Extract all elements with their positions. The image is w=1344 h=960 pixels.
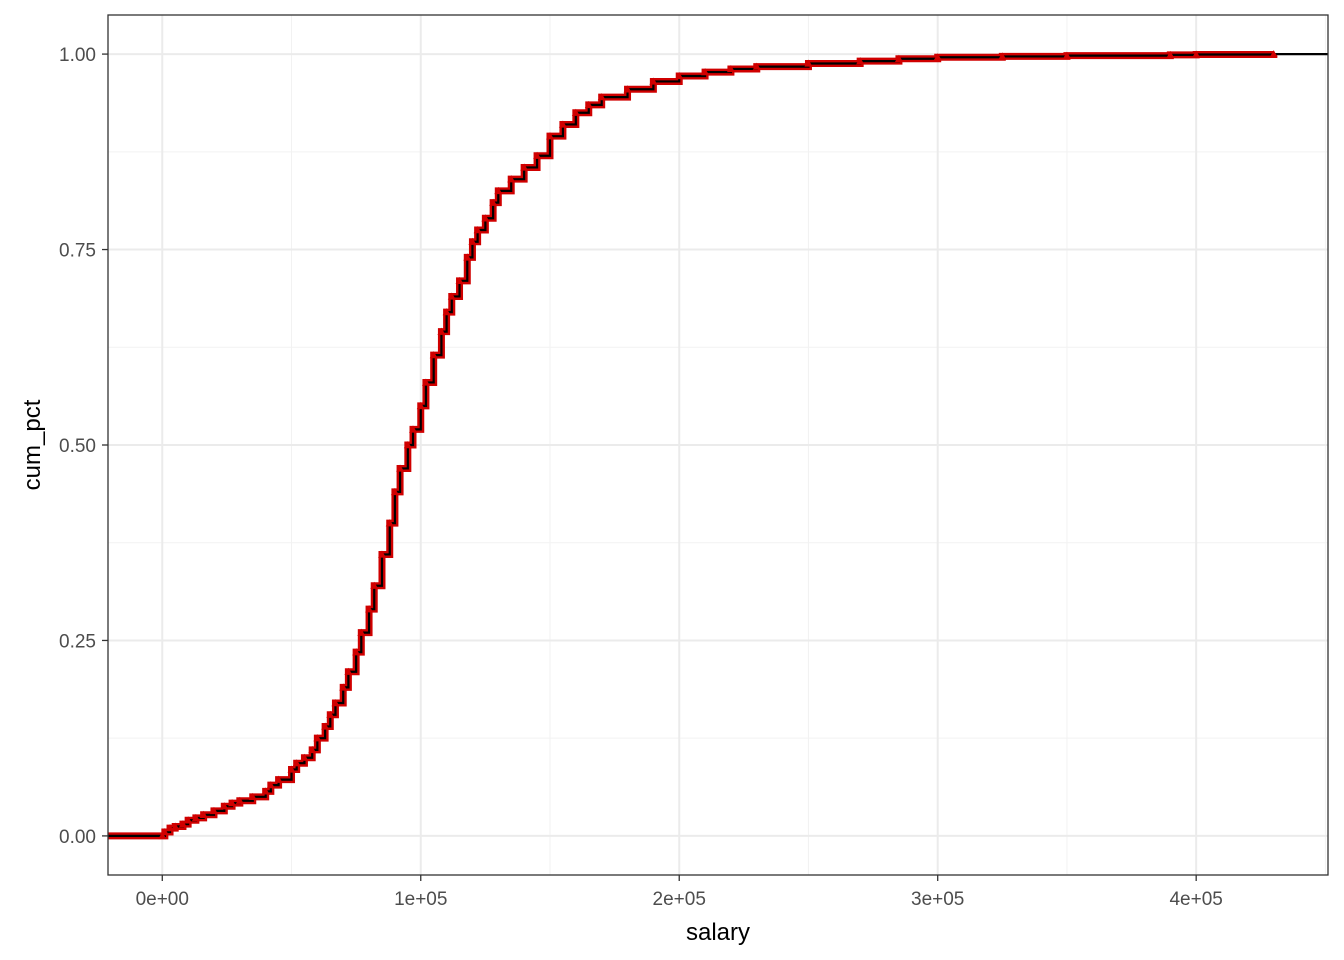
data-point-marker — [339, 683, 348, 691]
y-axis: 0.00 0.25 0.50 0.75 1.00 — [59, 45, 108, 848]
data-point-marker — [160, 828, 169, 836]
data-point-marker — [1062, 51, 1071, 59]
data-point-marker — [804, 59, 813, 67]
data-point-marker — [191, 813, 200, 822]
data-point-marker — [220, 802, 229, 810]
data-point-marker — [437, 327, 446, 335]
data-point-marker — [416, 401, 425, 410]
x-tick-label: 2e+05 — [653, 889, 706, 910]
data-point-marker — [675, 71, 684, 80]
data-point-marker — [494, 186, 503, 195]
data-point-marker — [545, 132, 554, 140]
y-tick-label: 0.50 — [59, 436, 96, 457]
data-point-marker — [533, 151, 542, 159]
data-point-marker — [597, 93, 606, 101]
data-point-marker — [584, 100, 593, 109]
data-point-marker — [235, 796, 244, 804]
y-axis-title: cum_pct — [19, 399, 46, 490]
data-point-marker — [933, 53, 942, 61]
data-point-marker — [463, 253, 472, 261]
major-gridlines — [108, 15, 1328, 875]
data-point-marker — [209, 806, 218, 815]
data-point-marker — [726, 64, 735, 73]
x-tick-label: 3e+05 — [911, 889, 964, 910]
data-point-marker — [998, 52, 1007, 60]
y-tick-label: 0.00 — [59, 827, 96, 848]
ecdf-point-markers — [158, 50, 1278, 840]
data-point-marker — [313, 734, 322, 742]
data-point-marker — [365, 605, 374, 613]
data-point-marker — [326, 710, 335, 718]
data-point-marker — [649, 77, 658, 85]
data-point-marker — [261, 787, 270, 795]
y-tick-label: 0.75 — [59, 241, 96, 262]
data-point-marker — [228, 799, 237, 807]
ecdf-step-line — [108, 52, 1328, 838]
data-point-marker — [409, 425, 417, 433]
x-axis-title: salary — [686, 919, 750, 946]
data-point-marker — [308, 745, 317, 754]
data-point-marker — [178, 820, 187, 828]
data-point-marker — [385, 519, 394, 527]
data-point-marker — [171, 822, 180, 830]
data-point-marker — [390, 487, 399, 496]
data-point-marker — [623, 85, 632, 93]
x-tick-label: 4e+05 — [1169, 889, 1222, 910]
data-point-marker — [455, 276, 464, 285]
data-point-marker — [447, 292, 456, 300]
data-point-marker — [357, 628, 366, 636]
data-point-marker — [287, 765, 296, 773]
data-point-marker — [1269, 50, 1278, 58]
data-point-marker — [520, 163, 529, 171]
data-point-marker — [421, 378, 430, 386]
data-point-marker — [292, 759, 301, 767]
x-tick-label: 1e+05 — [394, 889, 447, 910]
data-point-marker — [274, 775, 283, 783]
data-point-marker — [352, 648, 361, 656]
data-point-marker — [507, 175, 516, 183]
data-point-marker — [1166, 50, 1175, 59]
data-point-marker — [481, 214, 490, 222]
data-point-marker — [184, 816, 193, 824]
data-point-marker — [321, 722, 330, 730]
data-point-marker — [331, 699, 340, 707]
data-point-marker — [856, 57, 865, 65]
data-point-marker — [571, 108, 580, 116]
data-point-marker — [370, 581, 379, 589]
data-point-marker — [300, 753, 309, 761]
data-point-marker — [442, 308, 451, 316]
data-point-marker — [558, 120, 567, 128]
data-point-marker — [473, 226, 482, 234]
y-tick-label: 0.25 — [59, 631, 96, 652]
data-point-marker — [701, 68, 710, 76]
data-point-marker — [158, 831, 167, 840]
x-tick-label: 0e+00 — [136, 889, 189, 910]
data-point-marker — [266, 781, 275, 789]
series-layer — [108, 50, 1328, 840]
y-tick-label: 1.00 — [59, 45, 96, 66]
data-point-marker — [396, 464, 405, 472]
data-point-marker — [752, 62, 761, 70]
data-point-marker — [468, 237, 477, 245]
data-point-marker — [248, 792, 257, 801]
data-point-marker — [377, 550, 386, 558]
data-point-marker — [403, 441, 412, 449]
data-point-marker — [1192, 50, 1201, 58]
x-axis: 0e+00 1e+05 2e+05 3e+05 4e+05 — [136, 875, 1223, 910]
data-point-marker — [344, 667, 353, 675]
data-point-marker — [199, 810, 208, 818]
data-point-marker — [894, 54, 903, 62]
data-point-marker — [429, 351, 438, 359]
data-point-marker — [489, 198, 498, 206]
